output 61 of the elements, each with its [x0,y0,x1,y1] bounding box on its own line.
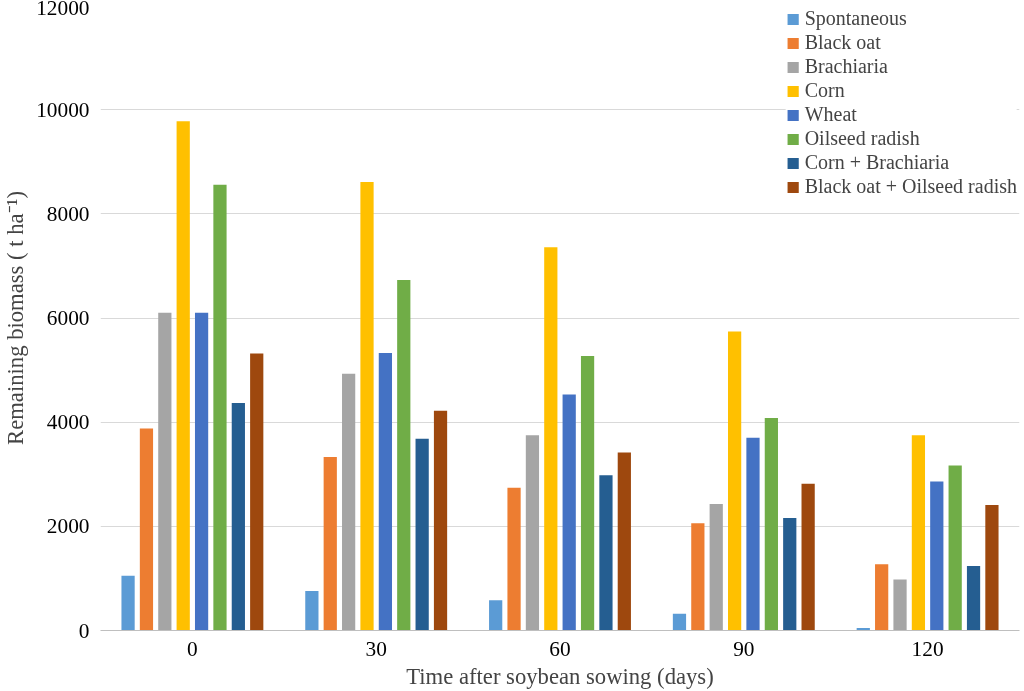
bar [507,487,521,631]
bar [489,600,503,631]
bar [544,247,558,631]
legend-label: Black oat [804,31,881,54]
bar [966,565,981,631]
bar [875,564,889,631]
bar [672,613,687,631]
bar [911,435,926,631]
bar [342,373,356,631]
bar [562,394,576,631]
bar [599,475,613,631]
y-tick-label: 6000 [46,306,90,330]
legend-label: Brachiaria [804,55,888,78]
x-tick-label: 120 [911,636,944,661]
legend-label: Corn + Brachiaria [804,151,950,174]
bar [415,438,429,631]
bar [691,523,705,631]
x-axis-title: Time after soybean sowing (days) [406,663,714,689]
bar [121,575,135,631]
bar [580,356,595,631]
bar [305,590,319,631]
x-tick-label: 90 [733,636,755,661]
bar [617,452,631,631]
bar [250,353,264,631]
y-tick-label: 10000 [36,97,90,122]
y-tick-label: 8000 [46,201,90,226]
legend-label: Wheat [804,103,857,126]
bar [323,457,337,631]
y-axis-title: Remaining biomass ( t ha⁻¹) [3,191,29,445]
bar [158,312,172,631]
bar [231,402,245,631]
bar [378,352,393,631]
legend-label: Black oat + Oilseed radish [804,175,1017,198]
bar [176,121,190,631]
bar [525,435,540,631]
bar [360,182,374,631]
bar [930,481,944,631]
bar [948,465,962,631]
y-tick-label: 2000 [46,514,90,539]
bar [746,437,760,631]
bar [194,312,209,631]
bar [727,331,742,631]
bar [801,483,815,631]
bar [139,428,154,631]
legend-label: Oilseed radish [804,127,920,150]
y-tick-label: 12000 [36,0,90,20]
bar [213,184,227,631]
bar [783,518,797,631]
bar [764,418,778,631]
x-tick-label: 0 [187,636,198,661]
bar [397,279,411,631]
x-tick-label: 60 [549,636,571,661]
legend-label: Spontaneous [804,7,907,30]
y-tick-label: 4000 [46,410,90,435]
bar [893,579,907,631]
bar [709,503,723,631]
y-tick-label: 0 [78,618,90,643]
bar [985,504,999,631]
bar [433,410,448,631]
legend-label: Corn [804,79,845,102]
x-tick-label: 30 [365,636,387,661]
